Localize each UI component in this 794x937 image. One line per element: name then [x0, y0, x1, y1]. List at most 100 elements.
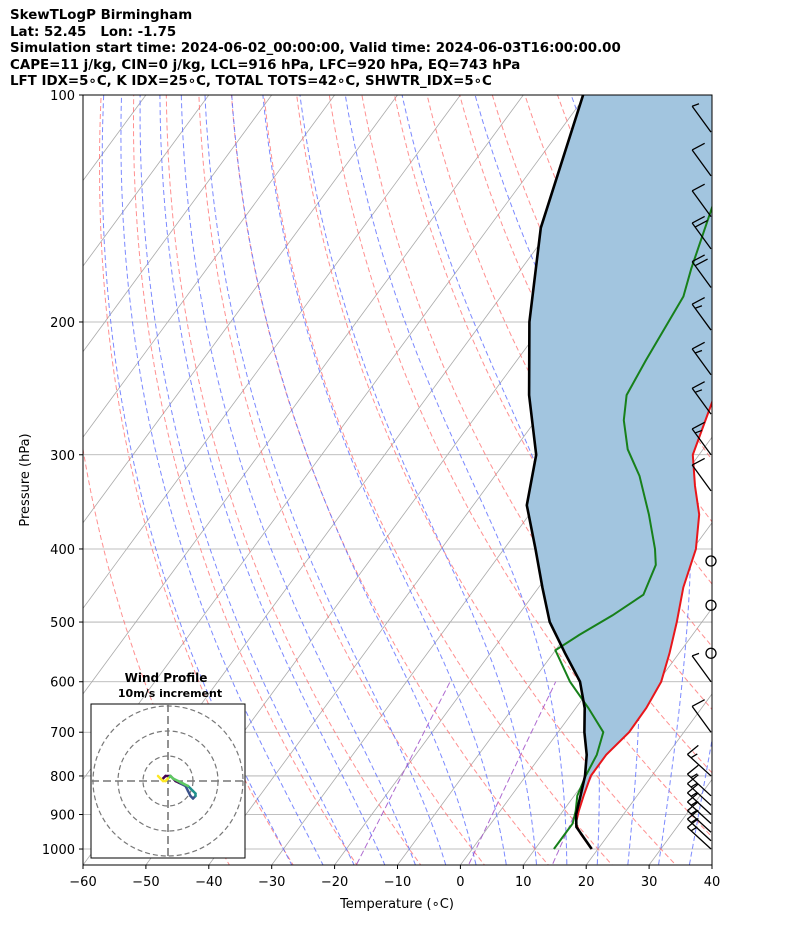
- moist-adiabat: [262, 95, 507, 865]
- moist-adiabat: [299, 95, 538, 865]
- wind-barb: [691, 652, 712, 683]
- y-axis-label: Pressure (hPa): [18, 433, 33, 526]
- moist-adiabat: [344, 95, 568, 865]
- dry-adiabat: [296, 95, 677, 865]
- barb-flag: [694, 305, 703, 309]
- axis-layer: −60 −50 −40 −30 −20 −10 0 10 20 30 40 1000 900 800 700…: [42, 89, 720, 890]
- station-coordinates: Lat: 52.45 Lon: -1.75: [10, 24, 177, 40]
- wind-barb: [686, 744, 712, 777]
- barb-flag: [690, 791, 698, 797]
- x-tick-label: −10: [384, 875, 411, 890]
- barb-staff: [691, 149, 712, 177]
- isotherm-gridline: [83, 95, 273, 353]
- isotherm-gridline: [585, 693, 712, 865]
- wind-barb: [705, 599, 717, 611]
- wind-barb: [691, 457, 712, 492]
- x-tick-label: −30: [258, 875, 285, 890]
- barb-flag: [694, 389, 703, 393]
- wind-barb: [691, 254, 712, 288]
- hodograph-inset: Wind Profile 10m/s increment: [90, 671, 246, 859]
- barb-flag: [691, 652, 700, 657]
- wind-barb: [691, 381, 712, 415]
- wind-barb: [691, 421, 712, 456]
- mixing-ratio-line: [355, 681, 451, 865]
- wind-barb: [691, 142, 712, 177]
- isotherm-gridline: [83, 95, 524, 695]
- barb-flag: [694, 258, 708, 267]
- moist-adiabat: [139, 95, 355, 865]
- cape-fill-area: [526, 95, 712, 849]
- dry-adiabat: [165, 95, 422, 865]
- dry-adiabat: [393, 95, 712, 711]
- x-tick-label: 10: [515, 875, 532, 890]
- barb-staff: [686, 801, 712, 824]
- calm-wind-circle: [705, 555, 717, 567]
- moist-adiabat: [204, 95, 447, 865]
- hodograph-segment: [156, 774, 162, 780]
- wind-barb: [691, 215, 712, 250]
- wind-barb: [691, 103, 712, 133]
- wind-barb: [691, 699, 712, 733]
- isotherm-gridline: [83, 95, 461, 610]
- dry-adiabat: [198, 95, 486, 865]
- dry-adiabat: [263, 95, 613, 865]
- wind-barb: [691, 341, 712, 376]
- y-tick-label: 1000: [42, 843, 75, 858]
- barb-staff: [691, 705, 712, 733]
- stability-indices: LFT IDX=5∘C, K IDX=25∘C, TOTAL TOTS=42∘C…: [10, 74, 492, 90]
- barb-flag: [686, 809, 699, 820]
- y-tick-label: 600: [50, 676, 75, 691]
- y-tick-label: 800: [50, 770, 75, 785]
- barb-staff: [691, 105, 712, 133]
- dry-adiabat: [230, 95, 549, 865]
- barb-flag: [691, 215, 705, 224]
- barb-flag: [691, 103, 700, 107]
- barb-staff: [691, 190, 712, 218]
- dry-adiabat: [777, 78, 794, 880]
- y-tick-label: 500: [50, 616, 75, 631]
- barb-flag: [691, 142, 705, 151]
- moist-adiabat: [180, 95, 416, 865]
- wind-barb-layer: [686, 103, 717, 850]
- isotherm-gridline: [83, 95, 84, 96]
- barb-staff: [691, 464, 712, 492]
- moist-adiabat: [159, 95, 386, 865]
- wind-barb: [691, 183, 712, 218]
- isotherm-gridline: [460, 522, 712, 865]
- mixing-ratio-line: [467, 681, 557, 865]
- isotherm-gridline: [711, 864, 712, 865]
- barb-flag: [690, 800, 698, 806]
- barb-staff: [691, 655, 712, 683]
- isotherm-gridline: [83, 95, 210, 267]
- y-tick-label: 900: [50, 809, 75, 824]
- wind-barb: [686, 764, 712, 797]
- wind-barb: [705, 555, 717, 567]
- dry-adiabat: [712, 78, 794, 880]
- moist-adiabat: [120, 95, 324, 865]
- isotherm-gridline: [83, 95, 398, 524]
- barb-flag: [691, 341, 705, 350]
- barb-flag: [694, 429, 703, 434]
- x-tick-label: −20: [321, 875, 348, 890]
- data-layer: [525, 95, 712, 850]
- barb-flag: [691, 457, 705, 466]
- y-tick-label: 200: [50, 316, 75, 331]
- dry-adiabat: [745, 78, 794, 880]
- hodograph-subtitle: 10m/s increment: [118, 687, 222, 700]
- barb-flag: [686, 817, 699, 828]
- moist-adiabat: [717, 95, 794, 880]
- x-tick-label: 40: [704, 875, 721, 890]
- moist-adiabat: [101, 95, 293, 865]
- barb-flag: [691, 297, 705, 305]
- barb-flag: [690, 753, 698, 759]
- barb-staff: [686, 753, 712, 777]
- station-title: SkewTLogP Birmingham: [10, 8, 193, 23]
- moist-adiabat: [231, 95, 477, 865]
- x-axis-label: Temperature (∘C): [339, 897, 454, 912]
- x-tick-label: 0: [456, 875, 464, 890]
- barb-flag: [694, 349, 703, 354]
- hodograph-plot: [91, 704, 245, 858]
- barb-flag: [690, 773, 698, 779]
- barb-flag: [686, 744, 699, 755]
